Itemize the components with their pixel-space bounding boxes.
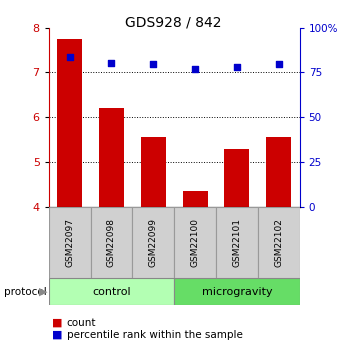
Text: percentile rank within the sample: percentile rank within the sample (67, 330, 243, 339)
Text: GSM22097: GSM22097 (65, 218, 74, 267)
Text: count: count (67, 318, 96, 327)
Text: GSM22099: GSM22099 (149, 218, 158, 267)
Bar (49, 207, 91, 278)
Bar (57, 39, 82, 207)
Bar (258, 207, 300, 278)
Bar (132, 207, 174, 278)
Point (234, 64, 240, 70)
Text: GSM22102: GSM22102 (274, 218, 283, 267)
Text: ▶: ▶ (39, 287, 48, 296)
Bar (99, 108, 124, 207)
Bar (183, 191, 208, 207)
Bar (266, 138, 291, 207)
Bar (91, 207, 132, 278)
Bar (216, 207, 258, 278)
Text: GSM22098: GSM22098 (107, 218, 116, 267)
Bar (49, 278, 174, 305)
Point (67, 54, 73, 59)
Bar (174, 207, 216, 278)
Text: microgravity: microgravity (201, 287, 272, 296)
Bar (141, 138, 166, 207)
Point (276, 62, 282, 67)
Text: control: control (92, 287, 131, 296)
Text: ■: ■ (52, 318, 63, 327)
Bar (225, 149, 249, 207)
Bar (174, 278, 300, 305)
Point (192, 66, 198, 72)
Text: GDS928 / 842: GDS928 / 842 (125, 16, 222, 30)
Text: GSM22101: GSM22101 (232, 218, 242, 267)
Point (109, 61, 114, 66)
Point (151, 62, 156, 67)
Text: ■: ■ (52, 330, 63, 339)
Text: GSM22100: GSM22100 (191, 218, 200, 267)
Text: protocol: protocol (4, 287, 46, 296)
